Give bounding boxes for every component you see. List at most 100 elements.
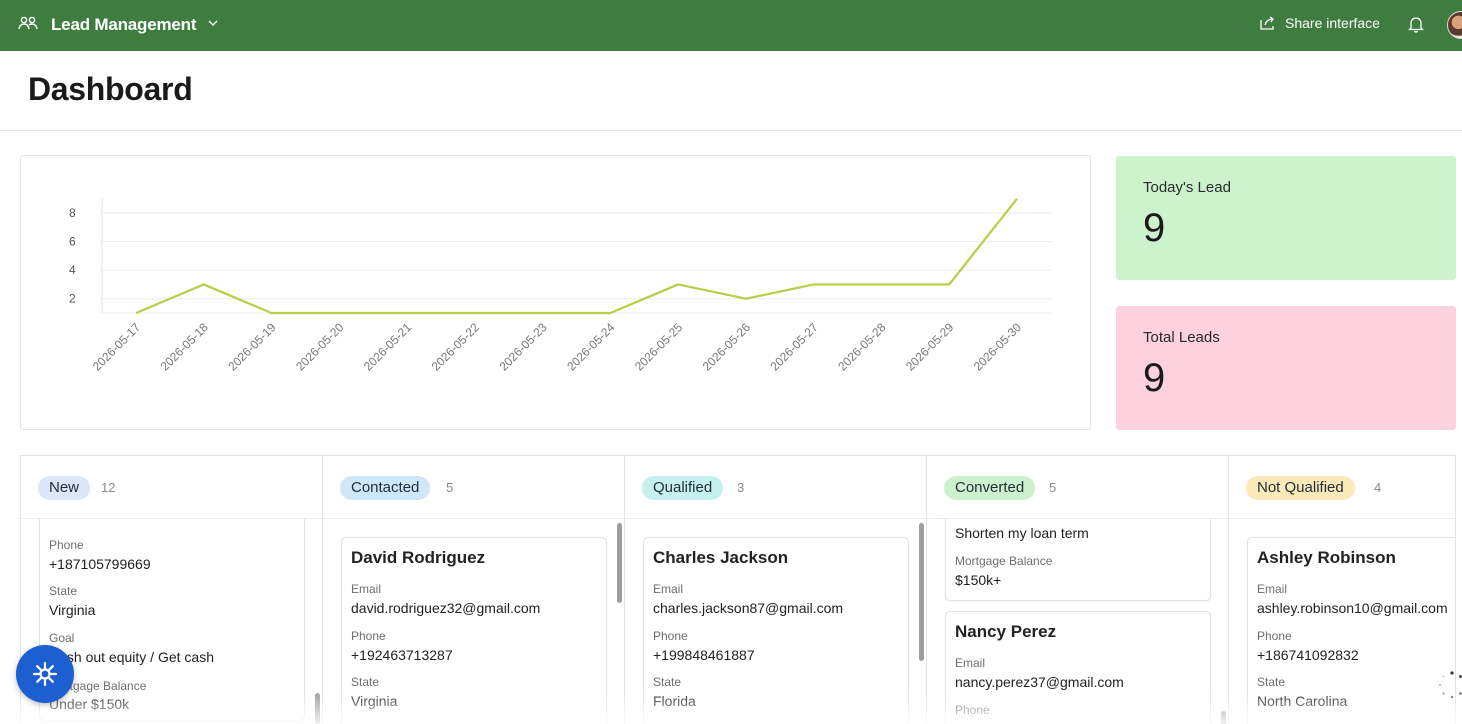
- x-tick-label: 2026-05-21: [361, 320, 415, 374]
- scrollbar[interactable]: [315, 693, 320, 724]
- loading-spinner-icon: [1439, 671, 1462, 699]
- bell-icon[interactable]: [1408, 16, 1424, 33]
- column-body[interactable]: Shorten my loan term Mortgage Balance $1…: [927, 509, 1228, 724]
- field-label: State: [351, 675, 380, 689]
- avatar[interactable]: [1447, 11, 1462, 39]
- column-pill-contacted[interactable]: Contacted: [340, 476, 431, 500]
- total-leads-value: 9: [1143, 356, 1166, 400]
- users-icon: [18, 16, 38, 30]
- field-label: Phone: [351, 629, 386, 643]
- column-qualified: Qualified 3 Charles Jackson Email charle…: [625, 456, 927, 724]
- field-value: Shorten my loan term: [955, 525, 1089, 541]
- field-label: State: [653, 675, 682, 689]
- field-label: State: [1257, 675, 1286, 689]
- column-new: New 12 Phone +187105799669 State Virgini…: [21, 456, 323, 724]
- field-value: +186741092832: [1257, 647, 1359, 663]
- x-tick-label: 2026-05-24: [564, 320, 618, 374]
- lead-card[interactable]: Nancy Perez Email nancy.perez37@gmail.co…: [945, 611, 1211, 724]
- share-icon: [1260, 16, 1274, 30]
- field-value: Cash out equity / Get cash: [49, 649, 214, 665]
- field-value: +199848461887: [653, 647, 755, 663]
- page-title: Dashboard: [28, 71, 193, 107]
- x-tick-label: 2026-05-18: [158, 320, 212, 374]
- column-count: 5: [446, 480, 454, 495]
- column-body[interactable]: Charles Jackson Email charles.jackson87@…: [625, 519, 926, 724]
- lead-card[interactable]: David Rodriguez Email david.rodriguez32@…: [341, 537, 607, 724]
- kanban-board: New 12 Phone +187105799669 State Virgini…: [20, 455, 1456, 724]
- field-value: Virginia: [351, 693, 398, 709]
- column-converted: Converted 5 Shorten my loan term Mortgag…: [927, 456, 1229, 724]
- x-tick-label: 2026-05-23: [496, 320, 550, 374]
- field-value: nancy.perez37@gmail.com: [955, 674, 1124, 690]
- y-tick-label: 2: [69, 292, 76, 306]
- app-name[interactable]: Lead Management: [51, 15, 197, 34]
- lead-name: Nancy Perez: [955, 622, 1057, 641]
- field-label: State: [49, 584, 78, 598]
- column-header: New 12: [21, 456, 322, 519]
- lead-name: Charles Jackson: [653, 548, 789, 567]
- field-label: Email: [955, 656, 986, 670]
- field-value: $150k+: [955, 572, 1002, 588]
- column-pill-converted[interactable]: Converted: [944, 476, 1036, 500]
- field-label: Email: [653, 582, 684, 596]
- column-header: Qualified 3: [625, 456, 926, 519]
- field-value: Virginia: [49, 602, 96, 618]
- assistant-button[interactable]: [16, 645, 74, 703]
- column-header: Contacted 5: [323, 456, 624, 519]
- leads-chart: 2 4 6 8 2026-05-17 2026-05-18 2026-05-19 2026-0…: [20, 155, 1091, 430]
- column-header: Not Qualified 4: [1229, 456, 1455, 519]
- field-label: Mortgage Balance: [955, 554, 1053, 568]
- top-bar: Lead Management Share interface: [0, 0, 1462, 51]
- field-value: Florida: [653, 693, 696, 709]
- x-tick-label: 2026-05-17: [90, 320, 144, 374]
- column-body[interactable]: David Rodriguez Email david.rodriguez32@…: [323, 519, 624, 724]
- field-value: Under $150k: [49, 696, 130, 712]
- column-header: Converted 5: [927, 456, 1228, 519]
- x-tick-label: 2026-05-28: [835, 320, 889, 374]
- field-value: +192463713287: [351, 647, 453, 663]
- y-tick-label: 8: [69, 206, 76, 220]
- sparkle-icon: [32, 661, 58, 687]
- column-contacted: Contacted 5 David Rodriguez Email david.…: [323, 456, 625, 724]
- scrollbar[interactable]: [1221, 711, 1226, 724]
- field-label: Phone: [1257, 629, 1292, 643]
- chevron-down-icon[interactable]: [207, 17, 219, 29]
- column-pill-new[interactable]: New: [38, 476, 91, 500]
- lead-card[interactable]: Shorten my loan term Mortgage Balance $1…: [945, 509, 1211, 601]
- column-pill-qualified[interactable]: Qualified: [642, 476, 724, 500]
- lead-card[interactable]: Phone +187105799669 State Virginia Goal …: [39, 499, 305, 721]
- column-body[interactable]: Ashley Robinson Email ashley.robinson10@…: [1229, 519, 1455, 724]
- field-value: david.rodriguez32@gmail.com: [351, 600, 541, 616]
- column-count: 12: [101, 480, 116, 495]
- x-tick-label: 2026-05-19: [225, 320, 279, 374]
- scrollbar[interactable]: [617, 523, 622, 603]
- column-pill-not-qualified[interactable]: Not Qualified: [1246, 476, 1355, 500]
- total-leads-label: Total Leads: [1143, 329, 1220, 346]
- field-label: Mortgage Balance: [49, 679, 147, 693]
- field-label: Email: [1257, 582, 1288, 596]
- lead-card[interactable]: Charles Jackson Email charles.jackson87@…: [643, 537, 909, 724]
- field-label: Phone: [49, 538, 84, 552]
- y-tick-label: 6: [69, 235, 76, 249]
- field-value: ashley.robinson10@gmail.com: [1257, 600, 1448, 616]
- x-tick-label: 2026-05-30: [971, 320, 1025, 374]
- field-value: charles.jackson87@gmail.com: [653, 600, 844, 616]
- column-count: 4: [1374, 480, 1382, 495]
- x-tick-label: 2026-05-29: [903, 320, 957, 374]
- field-value: +187105799669: [49, 556, 151, 572]
- field-label: Phone: [955, 703, 990, 717]
- column-count: 5: [1049, 480, 1057, 495]
- page-header: Dashboard: [0, 51, 1462, 131]
- y-tick-label: 4: [69, 263, 76, 277]
- leads-line-chart: 2 4 6 8 2026-05-17 2026-05-18 2026-05-19 2026-0…: [69, 198, 1051, 374]
- lead-card[interactable]: Ashley Robinson Email ashley.robinson10@…: [1247, 537, 1455, 724]
- x-tick-label: 2026-05-26: [700, 320, 754, 374]
- x-tick-label: 2026-05-25: [632, 320, 686, 374]
- scrollbar[interactable]: [919, 523, 924, 661]
- todays-lead-label: Today's Lead: [1143, 179, 1231, 196]
- lead-name: David Rodriguez: [351, 548, 486, 567]
- share-interface-button[interactable]: Share interface: [1260, 15, 1380, 31]
- field-value: North Carolina: [1257, 693, 1348, 709]
- column-body[interactable]: Phone +187105799669 State Virginia Goal …: [21, 499, 322, 724]
- total-leads-card: Total Leads 9: [1116, 306, 1456, 430]
